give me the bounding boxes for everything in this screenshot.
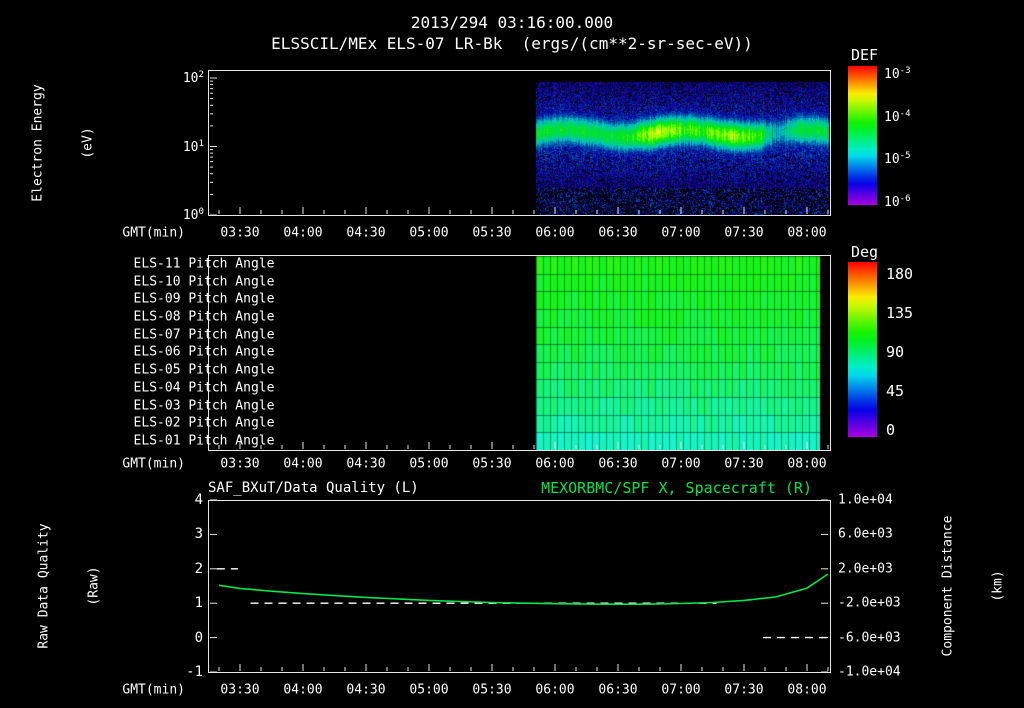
- def-colorbar: [848, 66, 877, 205]
- def-colorbar-tick: 10-6: [884, 193, 911, 210]
- raw-tick-label: 3: [194, 526, 203, 543]
- x-tick-label: 08:00: [787, 682, 827, 698]
- raw-tick-label: 0: [194, 629, 203, 646]
- def-colorbar-title: DEF: [851, 46, 879, 64]
- quality-axis-label-text: Raw Data Quality: [36, 523, 52, 649]
- gmt-axis-label: GMT(min): [122, 682, 185, 698]
- raw-tick-label: 4: [194, 492, 203, 508]
- deg-colorbar-title: Deg: [851, 243, 879, 261]
- distance-tick-label: -2.0e+03: [838, 595, 901, 611]
- pitch-axes-frame: [208, 255, 831, 451]
- x-tick-label: 04:00: [283, 456, 323, 472]
- x-tick-label: 04:00: [283, 682, 323, 698]
- x-tick-label: 06:00: [535, 456, 575, 472]
- x-tick-label: 03:30: [220, 225, 260, 241]
- x-tick-label: 07:30: [724, 682, 764, 698]
- distance-tick-label: -6.0e+03: [838, 630, 901, 646]
- x-tick-label: 05:00: [409, 456, 449, 472]
- def-colorbar-tick: 10-3: [884, 65, 911, 83]
- spectrogram-axes-frame: [208, 70, 831, 216]
- x-tick-label: 06:30: [598, 682, 638, 698]
- deg-colorbar-tick: 135: [886, 304, 914, 322]
- spacecraft-series-title: MEXORBMC/SPF X, Spacecraft (R): [541, 479, 812, 497]
- raw-tick-label: 2: [194, 560, 203, 577]
- gmt-axis-label: GMT(min): [122, 456, 185, 472]
- raw-tick-label: -1: [186, 664, 203, 680]
- x-tick-label: 04:00: [283, 225, 323, 241]
- x-tick-label: 06:30: [598, 225, 638, 241]
- x-tick-label: 04:30: [346, 456, 386, 472]
- deg-colorbar: [848, 262, 877, 437]
- gmt-axis-label: GMT(min): [122, 225, 185, 241]
- def-colorbar-tick: 10-4: [884, 108, 911, 125]
- electron-spectrogram-image: [209, 71, 830, 215]
- quality-axis-unit: (Raw): [86, 566, 102, 606]
- timeseries-axes-frame: [208, 500, 831, 673]
- deg-colorbar-tick: 0: [886, 421, 896, 439]
- distance-tick-label: 6.0e+03: [838, 526, 893, 542]
- x-tick-label: 08:00: [787, 225, 827, 241]
- distance-axis-unit: (km): [990, 570, 1006, 602]
- pitch-angle-image: [209, 256, 830, 450]
- x-tick-label: 07:30: [724, 225, 764, 241]
- plot-timestamp: 2013/294 03:16:00.000: [410, 13, 614, 32]
- distance-axis-label-text: Component Distance: [940, 515, 956, 657]
- x-tick-label: 07:00: [661, 456, 701, 472]
- energy-axis-label: Electron Energy (eV): [0, 84, 132, 201]
- x-tick-label: 05:30: [472, 456, 512, 472]
- x-tick-label: 07:00: [661, 225, 701, 241]
- x-tick-label: 04:30: [346, 225, 386, 241]
- x-tick-label: 06:00: [535, 225, 575, 241]
- distance-tick-label: 1.0e+04: [838, 492, 893, 508]
- distance-axis-label: Component Distance (km): [906, 516, 1024, 657]
- x-tick-label: 05:30: [472, 225, 512, 241]
- distance-tick-label: -1.0e+04: [838, 664, 901, 680]
- energy-tick-label: 102: [182, 69, 204, 87]
- x-tick-label: 08:00: [787, 456, 827, 472]
- energy-axis-label-text: Electron Energy: [30, 84, 46, 202]
- quality-axis-label: Raw Data Quality (Raw): [2, 523, 137, 648]
- distance-tick-label: 2.0e+03: [838, 561, 893, 577]
- def-colorbar-tick: 10-5: [884, 150, 911, 168]
- x-tick-label: 03:30: [220, 682, 260, 698]
- plot-instrument-title: ELSSCIL/MEx ELS-07 LR-Bk (ergs/(cm**2-sr…: [271, 34, 753, 53]
- x-tick-label: 06:00: [535, 682, 575, 698]
- energy-axis-unit: (eV): [80, 127, 96, 159]
- x-tick-label: 05:00: [409, 225, 449, 241]
- x-tick-label: 05:30: [472, 682, 512, 698]
- x-tick-label: 07:00: [661, 682, 701, 698]
- energy-tick-label: 101: [182, 138, 204, 155]
- x-tick-label: 06:30: [598, 456, 638, 472]
- energy-tick-label: 100: [182, 206, 204, 224]
- x-tick-label: 04:30: [346, 682, 386, 698]
- x-tick-label: 05:00: [409, 682, 449, 698]
- deg-colorbar-tick: 90: [886, 343, 905, 361]
- deg-colorbar-tick: 180: [886, 265, 914, 283]
- x-tick-label: 07:30: [724, 456, 764, 472]
- x-tick-label: 03:30: [220, 456, 260, 472]
- raw-tick-label: 1: [194, 595, 203, 612]
- quality-series-title: SAF_BXuT/Data Quality (L): [208, 480, 419, 496]
- deg-colorbar-tick: 45: [886, 382, 905, 400]
